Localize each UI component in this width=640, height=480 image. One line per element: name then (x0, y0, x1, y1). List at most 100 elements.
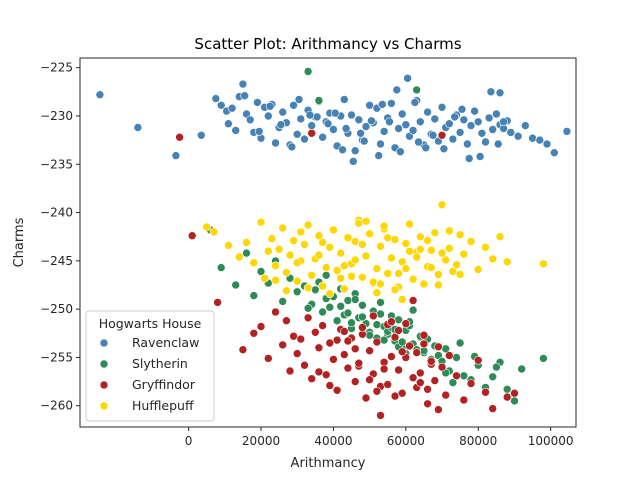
point-gryffindor (365, 375, 374, 385)
point-hufflepuff (350, 237, 360, 246)
point-ravenclaw (475, 152, 485, 161)
point-gryffindor (376, 411, 385, 420)
point-hufflepuff (455, 270, 465, 279)
point-hufflepuff (459, 249, 469, 259)
legend-marker-hufflepuff (99, 401, 109, 411)
point-ravenclaw (323, 119, 333, 128)
point-hufflepuff (502, 257, 512, 267)
point-gryffindor (238, 345, 248, 355)
point-gryffindor (390, 332, 400, 342)
point-ravenclaw (463, 139, 472, 149)
point-slytherin (303, 67, 313, 76)
point-gryffindor (397, 347, 407, 357)
point-ravenclaw (549, 148, 559, 157)
point-ravenclaw (499, 117, 508, 127)
point-gryffindor (187, 231, 197, 240)
point-ravenclaw (318, 132, 327, 142)
point-gryffindor (405, 341, 414, 351)
point-gryffindor (321, 370, 331, 380)
point-gryffindor (365, 346, 374, 356)
point-slytherin (365, 330, 374, 340)
point-ravenclaw (481, 137, 490, 147)
point-ravenclaw (300, 134, 309, 144)
point-hufflepuff (314, 250, 324, 260)
point-ravenclaw (385, 117, 394, 127)
point-gryffindor (314, 367, 324, 377)
point-ravenclaw (329, 125, 338, 134)
point-hufflepuff (325, 243, 335, 252)
point-gryffindor (368, 311, 378, 321)
y-tick-label: −255 (40, 350, 73, 364)
point-gryffindor (310, 327, 320, 337)
point-gryffindor (256, 322, 266, 331)
point-hufflepuff (452, 260, 461, 270)
point-ravenclaw (292, 130, 302, 139)
point-slytherin (376, 298, 385, 307)
point-hufflepuff (282, 286, 291, 296)
point-gryffindor (383, 380, 393, 389)
legend-label-hufflepuff: Hufflepuff (132, 398, 194, 413)
point-gryffindor (307, 374, 317, 384)
point-slytherin (452, 353, 461, 362)
point-ravenclaw (238, 79, 248, 89)
point-hufflepuff (430, 228, 440, 238)
point-ravenclaw (387, 99, 396, 108)
point-hufflepuff (332, 266, 342, 275)
point-slytherin (332, 316, 342, 326)
point-ravenclaw (271, 138, 280, 148)
point-hufflepuff (336, 273, 346, 283)
point-ravenclaw (347, 110, 356, 120)
point-hufflepuff (415, 245, 425, 254)
point-hufflepuff (368, 277, 378, 287)
point-gryffindor (423, 384, 432, 394)
point-hufflepuff (455, 230, 465, 240)
y-tick-label: −235 (40, 157, 73, 171)
point-ravenclaw (408, 126, 418, 135)
point-hufflepuff (278, 223, 288, 233)
point-slytherin (517, 364, 527, 374)
point-gryffindor (394, 326, 403, 335)
point-slytherin (488, 372, 498, 382)
x-tick-label: 80000 (459, 434, 497, 448)
point-gryffindor (314, 343, 324, 353)
point-ravenclaw (367, 116, 376, 126)
point-ravenclaw (486, 87, 496, 97)
point-ravenclaw (455, 128, 465, 137)
point-gryffindor (271, 307, 280, 317)
point-ravenclaw (394, 124, 403, 133)
point-ravenclaw (450, 112, 460, 122)
point-ravenclaw (439, 144, 449, 154)
point-hufflepuff (473, 265, 483, 274)
point-gryffindor (387, 352, 396, 361)
point-ravenclaw (423, 107, 432, 117)
point-gryffindor (387, 317, 396, 327)
point-hufflepuff (224, 241, 233, 250)
point-hufflepuff (329, 225, 338, 235)
point-hufflepuff (202, 222, 211, 232)
point-hufflepuff (390, 285, 400, 295)
point-slytherin (343, 296, 353, 305)
x-tick-label: 60000 (387, 434, 425, 448)
point-hufflepuff (343, 233, 353, 242)
point-hufflepuff (415, 232, 425, 241)
point-slytherin (412, 85, 422, 95)
point-gryffindor (350, 344, 360, 354)
point-gryffindor (412, 348, 422, 357)
point-hufflepuff (376, 279, 385, 289)
point-ravenclaw (377, 100, 387, 109)
point-slytherin (242, 248, 251, 258)
point-ravenclaw (350, 146, 360, 155)
point-gryffindor (303, 313, 313, 323)
point-ravenclaw (376, 139, 385, 149)
point-gryffindor (325, 381, 335, 390)
point-hufflepuff (292, 276, 302, 286)
point-hufflepuff (361, 216, 371, 226)
point-hufflepuff (405, 246, 414, 256)
point-ravenclaw (339, 95, 349, 104)
point-hufflepuff (383, 233, 393, 242)
point-gryffindor (434, 405, 443, 414)
point-slytherin (318, 307, 327, 317)
point-ravenclaw (289, 101, 298, 110)
point-ravenclaw (506, 128, 516, 137)
point-hufflepuff (444, 226, 454, 236)
